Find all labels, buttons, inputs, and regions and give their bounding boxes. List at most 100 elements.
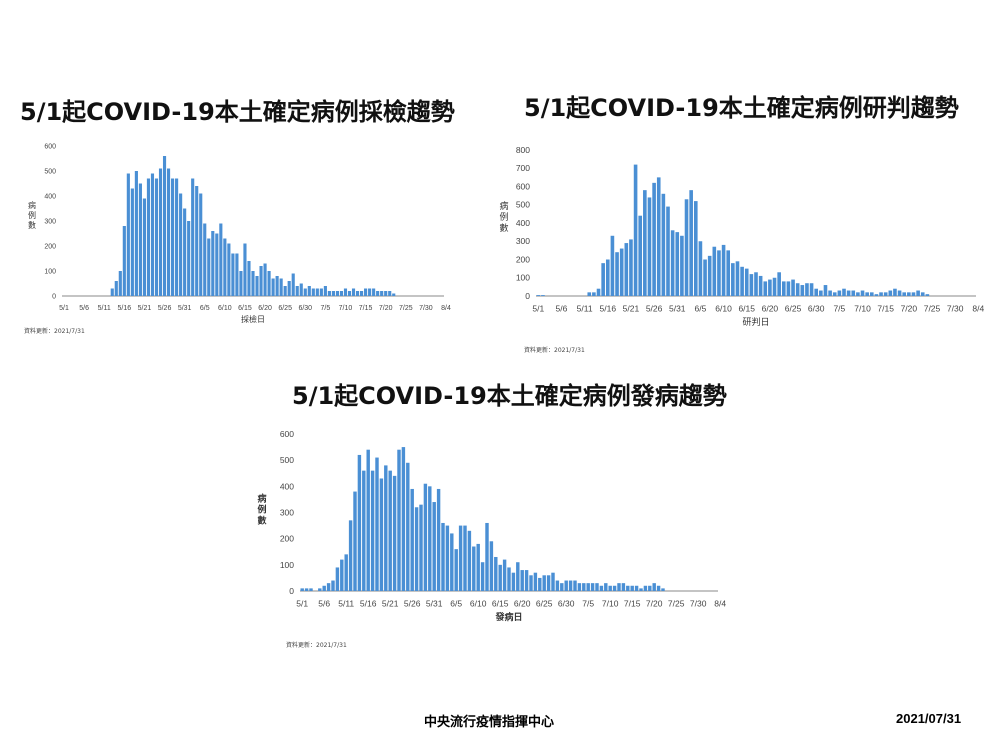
x-tick-label: 6/30 (298, 305, 312, 312)
bar (605, 259, 610, 296)
bar (353, 491, 357, 591)
bar (309, 588, 313, 591)
bar (629, 239, 633, 296)
bar (587, 292, 592, 296)
bar (786, 281, 791, 296)
footer-organization: 中央流行疫情指揮中心 (424, 715, 555, 730)
bar (331, 291, 335, 296)
bar (223, 238, 227, 296)
x-tick-label: 6/25 (785, 304, 802, 314)
bar (114, 281, 118, 296)
bar (255, 276, 259, 296)
bar (243, 243, 247, 296)
x-tick-label: 7/30 (947, 304, 964, 314)
bar (721, 244, 726, 296)
y-tick-label: 400 (280, 481, 294, 491)
bar (564, 580, 568, 591)
bar (251, 271, 255, 296)
y-tick-label: 200 (280, 534, 294, 544)
bar (893, 288, 897, 296)
bar (703, 259, 707, 296)
x-axis-title: 採檢日 (241, 314, 265, 324)
y-tick-label: 600 (44, 143, 56, 150)
x-tick-label: 5/1 (532, 304, 544, 314)
y-tick-label: 100 (280, 560, 294, 570)
x-tick-label: 5/21 (138, 305, 152, 312)
bar (758, 275, 763, 296)
bar (467, 530, 472, 591)
bar (907, 292, 911, 296)
bar (740, 266, 744, 296)
bar (621, 583, 626, 591)
x-tick-label: 6/10 (715, 304, 732, 314)
bar (299, 283, 303, 296)
bar (573, 580, 577, 591)
bar (615, 252, 619, 296)
bar (823, 285, 828, 296)
bar (307, 286, 311, 296)
bar (279, 278, 283, 296)
bar (183, 208, 187, 296)
x-tick-label: 6/25 (278, 305, 292, 312)
bar (162, 156, 167, 296)
bar (335, 567, 340, 591)
bar (610, 235, 615, 296)
bar (809, 283, 814, 296)
y-tick-label: 500 (516, 200, 530, 210)
y-tick-label: 0 (52, 293, 56, 300)
bar (441, 522, 445, 591)
bar (134, 171, 138, 296)
bar (380, 291, 384, 296)
bar (364, 288, 368, 296)
bar (800, 285, 805, 296)
y-axis-title-char: 例 (28, 210, 36, 220)
bar (154, 178, 159, 296)
x-tick-label: 6/20 (762, 304, 779, 314)
x-tick-label: 5/6 (556, 304, 568, 314)
bar (351, 288, 356, 296)
bar (203, 223, 207, 296)
bar (726, 250, 731, 296)
bar (423, 483, 428, 591)
x-tick-label: 6/5 (695, 304, 707, 314)
bar (271, 278, 275, 296)
bar (275, 276, 279, 296)
x-tick-label: 6/15 (492, 599, 509, 609)
bar (231, 253, 235, 296)
bar (920, 292, 925, 296)
bar (291, 273, 295, 296)
x-tick-label: 5/16 (118, 305, 132, 312)
bar (207, 238, 211, 296)
x-tick-label: 5/1 (59, 305, 69, 312)
x-tick-label: 7/25 (668, 599, 685, 609)
bar (735, 261, 740, 296)
y-tick-label: 800 (516, 145, 530, 155)
bar (326, 583, 331, 591)
y-tick-label: 400 (44, 193, 56, 200)
bar (211, 231, 215, 296)
bar (384, 465, 388, 591)
bar (712, 246, 717, 296)
bar (355, 291, 360, 296)
bar (339, 291, 344, 296)
x-tick-label: 7/10 (854, 304, 871, 314)
bar (590, 583, 595, 591)
x-tick-label: 5/11 (338, 599, 354, 609)
x-axis-title: 發病日 (494, 611, 522, 623)
bar (343, 288, 348, 296)
y-tick-label: 100 (516, 273, 530, 283)
x-tick-label: 6/15 (738, 304, 755, 314)
bar (648, 585, 652, 591)
bar (445, 525, 450, 591)
x-tick-label: 7/30 (419, 305, 433, 312)
bar (916, 290, 920, 296)
bar (731, 263, 735, 296)
bar (656, 177, 661, 296)
y-tick-label: 700 (516, 163, 530, 173)
x-tick-label: 5/21 (382, 599, 399, 609)
bar (138, 183, 142, 296)
y-tick-label: 300 (516, 236, 530, 246)
x-tick-label: 6/15 (238, 305, 252, 312)
bar (643, 190, 647, 296)
bar (842, 288, 846, 296)
